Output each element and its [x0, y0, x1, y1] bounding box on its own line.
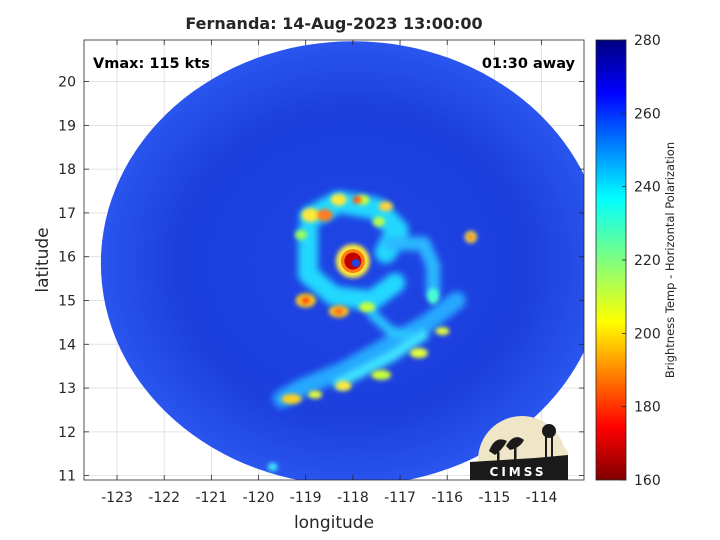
x-tick-label: -117: [384, 490, 416, 506]
time-away-annotation: 01:30 away: [482, 56, 576, 72]
convective-cell: [316, 209, 333, 222]
x-tick-label: -122: [148, 490, 180, 506]
y-tick-label: 20: [58, 75, 76, 91]
convective-cell: [267, 462, 278, 471]
y-tick-label: 15: [58, 293, 76, 309]
convective-cell: [281, 394, 302, 405]
convective-cell: [378, 201, 393, 212]
rain-band: [383, 236, 441, 299]
y-tick-label: 11: [58, 469, 76, 485]
rain-band: [273, 291, 466, 408]
colorbar-ticks: 160 180 200 220 240 260 280: [622, 33, 661, 489]
y-tick-label: 16: [58, 250, 76, 266]
convective-cell: [467, 234, 474, 241]
convective-cell: [333, 308, 344, 315]
x-tick-label: -121: [195, 490, 227, 506]
y-axis-label: latitude: [33, 227, 53, 292]
convective-cell: [335, 380, 352, 391]
y-axis-ticks: 11 12 13 14 15 16 17 18 19 20: [58, 75, 584, 485]
convective-cell: [409, 348, 428, 359]
swath-imagery: [100, 41, 584, 480]
x-tick-label: -119: [290, 490, 322, 506]
rain-bands: [273, 191, 466, 408]
x-axis-label: longitude: [294, 513, 374, 533]
convective-cell: [427, 288, 440, 305]
convective-cell: [371, 369, 392, 380]
y-tick-label: 19: [58, 118, 76, 134]
map-axes-frame: [83, 39, 585, 481]
y-tick-label: 18: [58, 162, 76, 178]
x-tick-label: -116: [431, 490, 463, 506]
y-tick-label: 12: [58, 425, 76, 441]
y-tick-label: 14: [58, 337, 76, 353]
cimss-logo: CIMSS: [470, 416, 568, 480]
rain-band: [333, 330, 429, 389]
y-tick-label: 17: [58, 206, 76, 222]
y-tick-label: 13: [58, 381, 76, 397]
convective-cell: [308, 390, 323, 399]
convective-cell: [330, 193, 347, 206]
convective-cell: [294, 229, 307, 240]
rain-band: [298, 220, 406, 311]
x-tick-label: -114: [526, 490, 558, 506]
vmax-annotation: Vmax: 115 kts: [93, 56, 210, 72]
colorbar-label: Brightness Temp - Horizontal Polarizatio…: [663, 142, 677, 378]
eyewall: [335, 244, 370, 279]
colorbar-tick-label: 280: [634, 33, 661, 49]
convective-cell: [359, 302, 376, 313]
x-tick-label: -120: [243, 490, 275, 506]
convective-cell: [300, 296, 311, 305]
x-axis-ticks: -123 -122 -121 -120 -119 -118 -117 -116 -115 -114: [101, 40, 558, 506]
cimss-logo-text: CIMSS: [490, 465, 547, 479]
x-tick-label: -115: [478, 490, 510, 506]
storm-eye: [351, 259, 360, 268]
colorbar-tick-label: 220: [634, 253, 661, 269]
colorbar-tick-label: 160: [634, 473, 661, 489]
convective-cells: [267, 193, 477, 471]
colorbar-tick-label: 240: [634, 180, 661, 196]
colorbar: [595, 39, 627, 481]
colorbar-tick-label: 200: [634, 326, 661, 342]
x-tick-label: -123: [101, 490, 133, 506]
convective-cell: [435, 327, 450, 336]
x-tick-label: -118: [337, 490, 369, 506]
rain-band: [366, 308, 415, 341]
colorbar-tick-label: 180: [634, 400, 661, 416]
convective-cell: [301, 208, 320, 223]
colorbar-tick-label: 260: [634, 106, 661, 122]
map-title: Fernanda: 14-Aug-2023 13:00:00: [185, 14, 483, 33]
convective-cell: [352, 195, 363, 204]
convective-cell: [372, 216, 385, 227]
